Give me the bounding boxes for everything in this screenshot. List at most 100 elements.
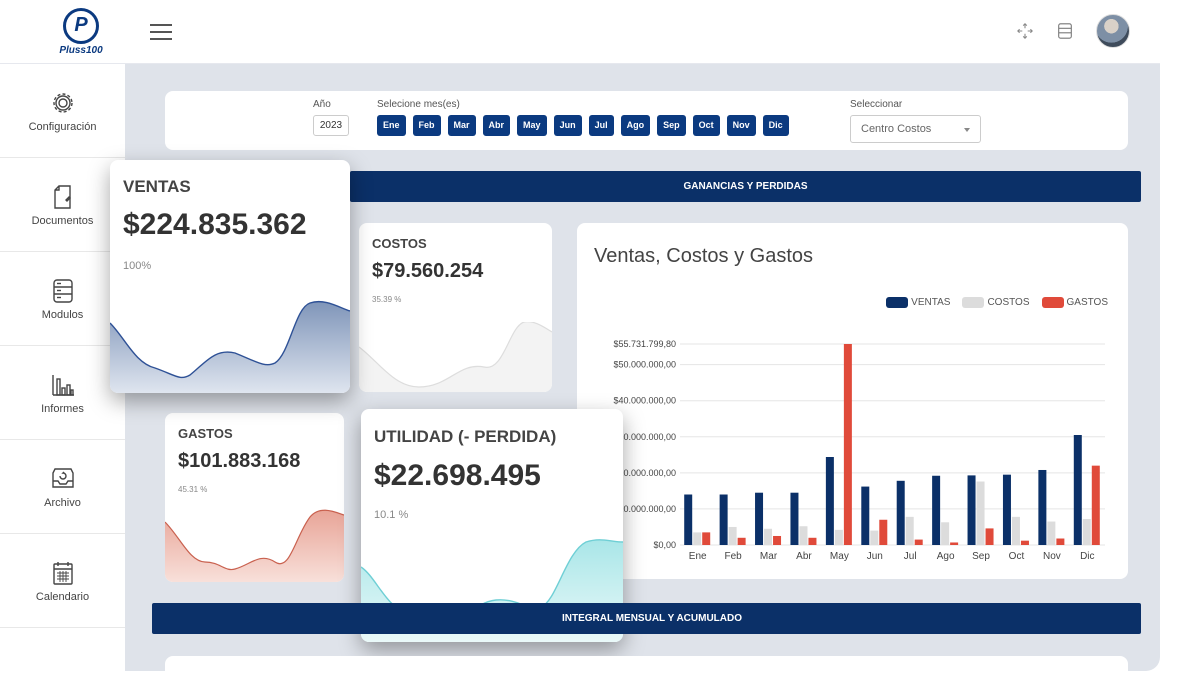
sidebar-item-archivo[interactable]: Archivo	[0, 440, 125, 534]
bar-ventas-dic[interactable]	[1073, 434, 1082, 545]
bar-costos-sep[interactable]	[976, 481, 985, 545]
month-button-jun[interactable]: Jun	[553, 115, 582, 136]
x-tick-label: Jul	[904, 551, 917, 562]
month-button-oct[interactable]: Oct	[692, 115, 720, 136]
x-tick-label: Jun	[867, 551, 883, 562]
month-button-dic[interactable]: Dic	[762, 115, 789, 136]
y-tick-label: $55.731.799,80	[613, 339, 676, 349]
bar-ventas-jun[interactable]	[861, 486, 870, 545]
bar-ventas-nov[interactable]	[1038, 469, 1047, 545]
year-field[interactable]: 2023	[313, 115, 349, 136]
bar-gastos-mar[interactable]	[773, 535, 782, 545]
server-icon	[52, 278, 73, 303]
bar-chart-icon	[51, 374, 74, 396]
x-tick-label: Ago	[937, 551, 955, 562]
bar-ventas-ago[interactable]	[932, 475, 941, 545]
bar-gastos-sep[interactable]	[985, 528, 994, 545]
bar-gastos-abr[interactable]	[808, 537, 817, 545]
dashboard-main: Año 2023 Selecione mes(es) Ene Feb Mar A…	[110, 64, 1160, 675]
cost-center-select[interactable]: Centro Costos	[850, 115, 981, 143]
bar-gastos-dic[interactable]	[1091, 465, 1100, 545]
chart-title: Ventas, Costos y Gastos	[594, 245, 813, 267]
bar-costos-oct[interactable]	[1011, 516, 1020, 545]
bar-gastos-oct[interactable]	[1020, 540, 1029, 545]
calendar-icon	[52, 561, 73, 585]
bar-ventas-may[interactable]	[825, 456, 834, 545]
month-button-nov[interactable]: Nov	[726, 115, 756, 136]
sidebar-item-documentos[interactable]: Documentos	[0, 158, 125, 252]
logo[interactable]: P Pluss100	[52, 8, 110, 60]
kpi-card-gastos[interactable]: GASTOS $101.883.168 45.31 %	[165, 413, 344, 582]
kpi-card-costos[interactable]: COSTOS $79.560.254 35.39 %	[359, 223, 552, 392]
month-button-may[interactable]: May	[517, 115, 547, 136]
legend-item-ventas[interactable]: VENTAS	[886, 297, 950, 308]
bar-ventas-jul[interactable]	[896, 480, 905, 545]
sidebar-item-informes[interactable]: Informes	[0, 346, 125, 440]
bar-costos-jun[interactable]	[870, 530, 879, 545]
kpi-value: $101.883.168	[178, 450, 301, 472]
bar-gastos-ago[interactable]	[950, 542, 959, 545]
chart-card: Ventas, Costos y Gastos VENTAS COSTOS GA…	[577, 223, 1128, 579]
sidebar-item-label: Modulos	[41, 308, 84, 321]
sparkline-costos	[359, 322, 552, 392]
x-tick-label: Dic	[1080, 551, 1094, 562]
bar-gastos-ene[interactable]	[702, 532, 711, 545]
sidebar-item-modulos[interactable]: Modulos	[0, 252, 125, 346]
bar-gastos-nov[interactable]	[1056, 538, 1065, 545]
avatar[interactable]	[1096, 14, 1130, 48]
bar-costos-dic[interactable]	[1082, 519, 1091, 545]
fullscreen-icon[interactable]	[1016, 22, 1034, 40]
month-button-ago[interactable]: Ago	[620, 115, 651, 136]
sidebar-item-configuracion[interactable]: Configuración	[0, 64, 125, 158]
bar-costos-may[interactable]	[834, 529, 843, 545]
section-header-integral: INTEGRAL MENSUAL Y ACUMULADO	[152, 603, 1141, 634]
bar-ventas-feb[interactable]	[719, 494, 728, 545]
bar-costos-abr[interactable]	[799, 526, 808, 545]
bar-gastos-jun[interactable]	[879, 519, 888, 545]
archive-box-icon	[51, 467, 74, 488]
month-button-sep[interactable]: Sep	[657, 115, 686, 136]
bar-costos-jul[interactable]	[905, 516, 914, 545]
kpi-title: COSTOS	[372, 236, 427, 251]
brand-name: Pluss100	[59, 45, 103, 56]
legend-item-costos[interactable]: COSTOS	[962, 297, 1030, 308]
bar-ventas-ene[interactable]	[684, 494, 693, 545]
bar-gastos-may[interactable]	[843, 344, 852, 545]
kpi-card-ventas[interactable]: VENTAS $224.835.362 100%	[110, 160, 350, 393]
bar-costos-ene[interactable]	[693, 532, 702, 545]
bar-costos-ago[interactable]	[941, 522, 950, 545]
y-tick-label: $50.000.000,00	[613, 360, 676, 370]
sidebar-item-calendario[interactable]: Calendario	[0, 534, 125, 628]
kpi-percent: 45.31 %	[178, 485, 208, 494]
x-tick-label: Mar	[760, 551, 778, 562]
bar-gastos-jul[interactable]	[914, 539, 923, 545]
bar-ventas-sep[interactable]	[967, 475, 976, 545]
bar-ventas-mar[interactable]	[755, 492, 764, 545]
x-tick-label: Nov	[1043, 551, 1061, 562]
month-button-feb[interactable]: Feb	[412, 115, 441, 136]
bar-ventas-oct[interactable]	[1002, 474, 1011, 545]
sidebar-item-label: Documentos	[31, 214, 94, 227]
select-label: Seleccionar	[850, 99, 903, 110]
section-header-pyg: GANANCIAS Y PERDIDAS	[350, 171, 1141, 202]
bar-gastos-feb[interactable]	[737, 537, 746, 545]
kpi-value: $79.560.254	[372, 260, 484, 282]
kpi-percent: 35.39 %	[372, 295, 402, 304]
bar-costos-mar[interactable]	[764, 528, 773, 545]
legend-item-gastos[interactable]: GASTOS	[1041, 297, 1108, 308]
select-value: Centro Costos	[861, 123, 932, 135]
x-tick-label: Ene	[689, 551, 707, 562]
month-button-ene[interactable]: Ene	[377, 115, 406, 136]
month-button-mar[interactable]: Mar	[447, 115, 476, 136]
sidebar-item-label: Archivo	[44, 496, 81, 509]
bar-costos-nov[interactable]	[1047, 521, 1056, 545]
server-icon[interactable]	[1056, 22, 1074, 40]
menu-toggle-icon[interactable]	[150, 24, 172, 40]
month-button-jul[interactable]: Jul	[588, 115, 614, 136]
bar-costos-feb[interactable]	[728, 526, 737, 545]
logo-mark: P	[63, 8, 99, 44]
bar-ventas-abr[interactable]	[790, 492, 799, 545]
kpi-title: GASTOS	[178, 426, 233, 441]
kpi-percent: 100%	[123, 260, 152, 272]
month-button-abr[interactable]: Abr	[482, 115, 511, 136]
